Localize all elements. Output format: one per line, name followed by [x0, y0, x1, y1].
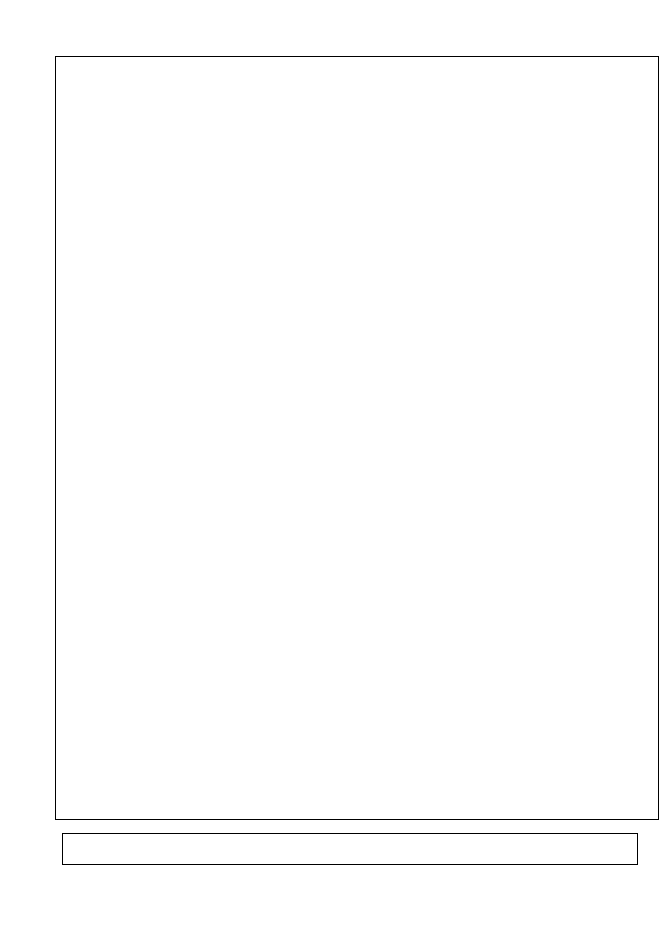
dewpoint-depression-field	[56, 57, 658, 819]
value-annotation-layer	[56, 57, 658, 819]
colorbar	[62, 833, 638, 865]
colorbar-gradient	[62, 833, 638, 865]
valid-date-label	[641, 63, 651, 70]
start-date-label	[63, 63, 73, 70]
map-plot-area	[55, 56, 659, 820]
